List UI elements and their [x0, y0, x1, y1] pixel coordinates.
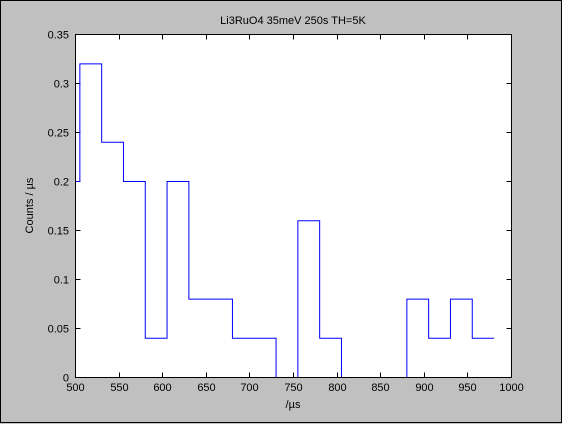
x-tick-label: 950 — [458, 382, 476, 394]
x-tick-label: 500 — [66, 382, 84, 394]
y-tick-label: 0.35 — [48, 30, 69, 42]
y-tick-label: 0 — [63, 373, 69, 385]
x-tick-label: 550 — [110, 382, 128, 394]
x-tick-label: 650 — [197, 382, 215, 394]
y-tick-label: 0.25 — [48, 128, 69, 140]
x-tick-label: 850 — [371, 382, 389, 394]
x-tick-label: 1000 — [499, 382, 523, 394]
axes-background — [75, 34, 511, 377]
y-tick-label: 0.2 — [54, 177, 69, 189]
y-tick-label: 0.1 — [54, 275, 69, 287]
series-line — [75, 63, 495, 378]
y-tick-label: 0.15 — [48, 226, 69, 238]
x-tick-label: 900 — [415, 382, 433, 394]
chart-title: Li3RuO4 35meV 250s TH=5K — [220, 15, 366, 27]
x-tick-label: 600 — [153, 382, 171, 394]
axes-frame — [75, 34, 512, 378]
y-axis-label: Counts / µs — [24, 177, 36, 233]
y-tick-label: 0.3 — [54, 79, 69, 91]
x-axis-label: /µs — [286, 399, 301, 411]
x-tick-label: 700 — [240, 382, 258, 394]
x-tick-label: 800 — [328, 382, 346, 394]
x-tick-label: 750 — [284, 382, 302, 394]
y-tick-label: 0.05 — [48, 324, 69, 336]
tick-labels: 500 550 600 650 700 750 800 850 900 950 1000 0 0.05 0… — [48, 30, 524, 395]
